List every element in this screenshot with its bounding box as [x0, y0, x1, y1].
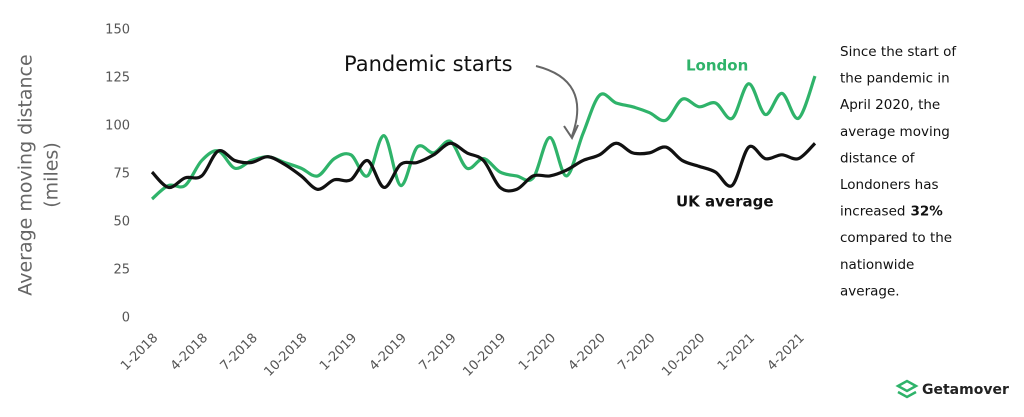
- annotation-arrow-head: [563, 124, 579, 141]
- brand-logo: Getamover: [895, 379, 1009, 399]
- y-tick-label: 125: [105, 71, 130, 86]
- note-line: average moving: [840, 124, 950, 140]
- x-tick-label: 10-2020: [659, 331, 708, 380]
- x-tick-label: 1-2021: [715, 331, 758, 374]
- y-axis-label: Average moving distance: [15, 54, 37, 295]
- x-tick-label: 4-2019: [367, 331, 410, 374]
- series-label: UK average: [676, 193, 774, 211]
- side-note: Since the start of the pandemic in April 2…: [840, 44, 957, 299]
- series-line: [150, 141, 817, 193]
- note-line: Londoners has: [840, 177, 939, 193]
- y-axis-label: (miles): [41, 142, 63, 207]
- x-tick-label: 7-2018: [218, 331, 261, 374]
- y-tick-label: 0: [122, 311, 130, 326]
- y-tick-label: 25: [113, 263, 130, 278]
- note-line: average.: [840, 283, 900, 299]
- x-tick-label: 1-2018: [118, 331, 161, 374]
- x-tick-label: 7-2019: [416, 331, 459, 374]
- annotation: Pandemic starts: [344, 52, 513, 76]
- note-line: nationwide: [840, 257, 914, 273]
- note-line: compared to the: [840, 230, 952, 246]
- y-tick-label: 150: [105, 23, 130, 38]
- x-tick-label: 10-2018: [261, 331, 310, 380]
- y-tick-label: 100: [105, 119, 130, 134]
- note-line: increased 32%: [840, 204, 943, 220]
- x-tick-label: 7-2020: [615, 331, 658, 374]
- note-line: distance of: [840, 150, 916, 166]
- series-line: [150, 75, 817, 201]
- brand-icon: [895, 379, 919, 399]
- annotation-arrow: [535, 65, 579, 137]
- x-tick-label: 4-2021: [765, 331, 808, 374]
- y-tick-label: 50: [113, 215, 130, 230]
- x-tick-label: 1-2019: [317, 331, 360, 374]
- note-line: Since the start of: [840, 44, 957, 60]
- series-label: London: [686, 57, 748, 75]
- note-emphasis: 32%: [910, 204, 943, 220]
- note-text: increased: [840, 204, 905, 220]
- x-tick-label: 10-2019: [460, 331, 509, 380]
- y-tick-label: 75: [113, 167, 130, 182]
- x-tick-label: 4-2020: [566, 331, 609, 374]
- note-line: the pandemic in: [840, 71, 950, 87]
- x-tick-label: 1-2020: [516, 331, 559, 374]
- note-line: April 2020, the: [840, 97, 940, 113]
- brand-name: Getamover: [922, 382, 1009, 398]
- x-tick-label: 4-2018: [168, 331, 211, 374]
